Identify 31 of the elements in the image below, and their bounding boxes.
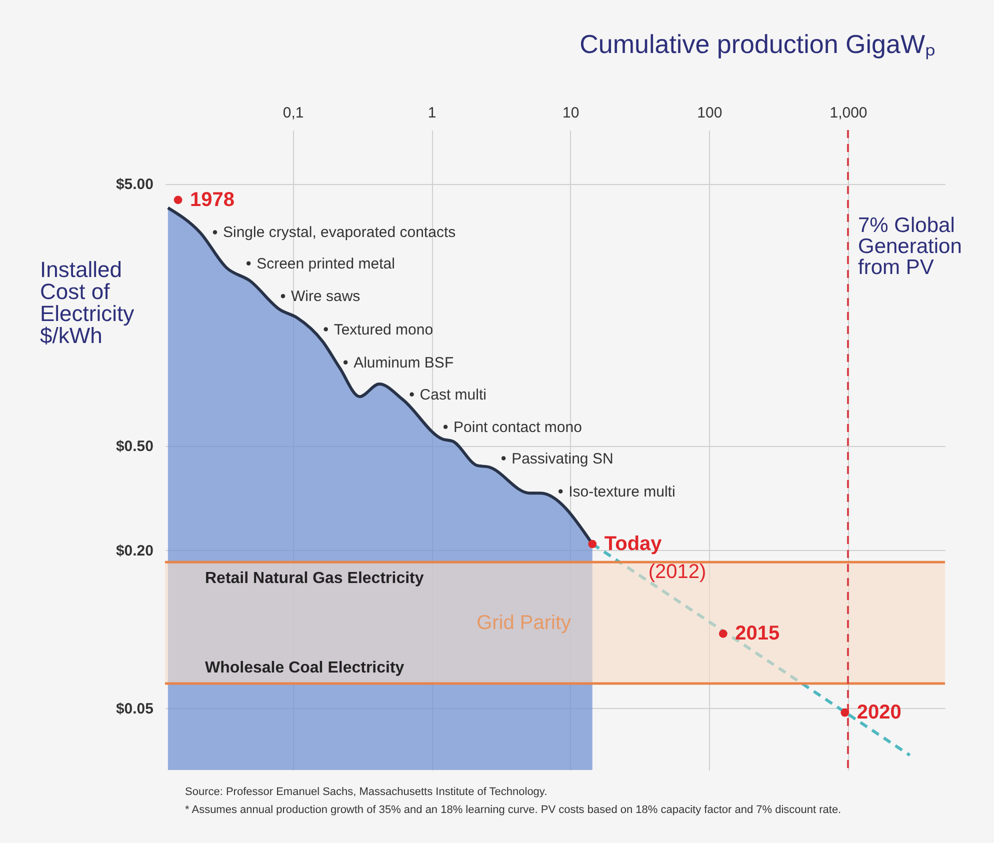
x-tick-label: 1 xyxy=(428,104,436,122)
annotation: Iso-texture multi xyxy=(568,483,676,500)
x-tick-label: 0,1 xyxy=(282,104,304,122)
annotation: Aluminum BSF xyxy=(354,354,454,372)
ref-line-label: Wholesale Coal Electricity xyxy=(205,659,404,676)
annotation: Single crystal, evaporated contacts xyxy=(222,224,456,242)
x-tick-label: 100 xyxy=(697,104,722,122)
annotation: Today xyxy=(604,532,663,555)
annotation: (2012) xyxy=(648,560,706,583)
annotation: 2020 xyxy=(856,702,902,724)
y-tick-label: $0.05 xyxy=(116,700,154,718)
y-axis-title: Installed Cost of Electricity $/kWh xyxy=(40,257,134,348)
annotation: Passivating SN xyxy=(512,450,614,468)
annotation: Point contact mono xyxy=(454,418,582,436)
annotation: 2015 xyxy=(735,622,780,645)
annotation: Screen printed metal xyxy=(256,255,395,272)
ref-line-label: Retail Natural Gas Electricity xyxy=(205,570,424,588)
y-tick-label: $0.20 xyxy=(116,542,154,560)
y-tick-label: $5.00 xyxy=(116,176,154,194)
x-tick-label: 10 xyxy=(562,104,580,122)
ref-line-label: 7% Global Generation from PV xyxy=(858,214,962,279)
y-tick-label: $0.50 xyxy=(116,438,154,456)
text: * Assumes annual production growth of 35% and an 18% learning curve. PV costs based on 18% capacity factor and 7% discount rate. xyxy=(185,804,842,816)
band-label: Grid Parity xyxy=(476,612,572,634)
annotation: Wire saws xyxy=(291,288,360,306)
source-note: Source: Professor Emanuel Sachs, Massachusetts Institute of Technology. xyxy=(185,786,548,798)
x-tick-label: 1,000 xyxy=(830,104,868,122)
annotation: Cast multi xyxy=(420,386,486,404)
annotation: Textured mono xyxy=(334,321,434,338)
x-axis-title: Cumulative production GigaWₚ xyxy=(580,29,935,60)
annotation: 1978 xyxy=(190,188,235,211)
